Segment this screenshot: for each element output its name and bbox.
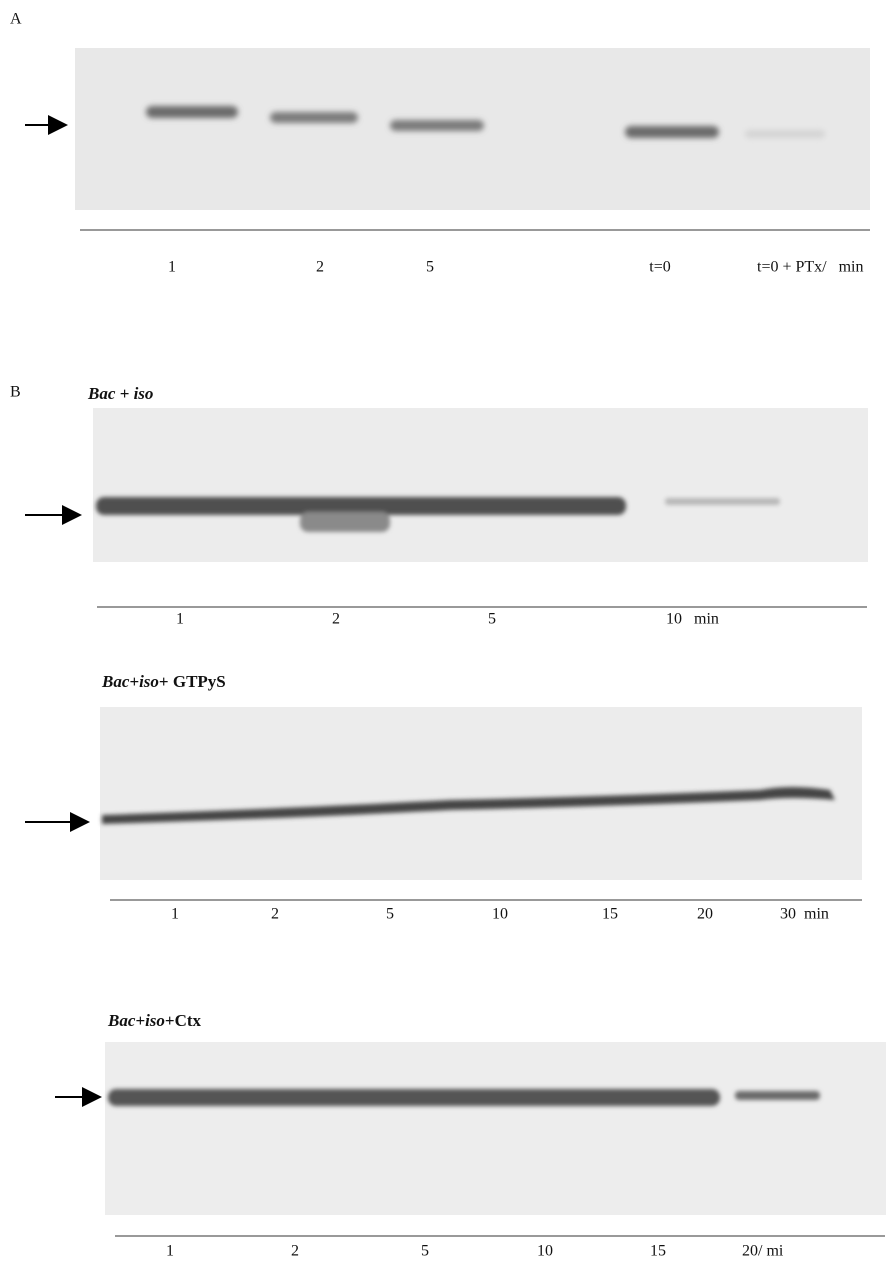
lane-label: 5 [426,259,434,276]
panel-label: B [10,384,21,401]
lane-label: 1 [168,259,176,276]
lane-label: 5 [488,611,496,628]
lane-label: 2 [291,1243,299,1260]
blot-title: Bac+iso+ GTPyS [101,672,226,691]
lane-label: 10 [492,906,508,923]
bands [96,497,780,532]
bands [146,106,825,138]
lane-label: 30 min [780,906,829,923]
bands [108,1089,820,1106]
lane-label: t=0 [649,259,670,276]
lane-label: 2 [316,259,324,276]
lane-label: 1 [171,906,179,923]
lane-label: 15 [650,1243,666,1260]
blot-title: Bac+iso+Ctx [107,1011,202,1030]
title-part: Bac + iso [87,384,153,403]
blot [93,408,868,562]
blot [105,1042,886,1215]
title-part: + GTPyS [159,672,226,691]
lane-label: 15 [602,906,618,923]
title-part: +Ctx [165,1011,202,1030]
title-part: Bac+iso [101,672,159,691]
band [102,787,835,824]
lane-label: 1 [176,611,184,628]
lane-label: 2 [332,611,340,628]
lane-label: 1 [166,1243,174,1260]
lane-label: 10 [537,1243,553,1260]
blot-title: Bac + iso [87,384,153,403]
lane-label: 20 [697,906,713,923]
panel-label: A [10,11,22,28]
lane-label: t=0 + PTx/ min [757,259,864,276]
lane-label: 5 [421,1243,429,1260]
lane-label: 20/ mi [742,1243,784,1260]
lane-label: 2 [271,906,279,923]
lane-label: 10 min [666,611,719,628]
lane-label: 5 [386,906,394,923]
title-part: Bac+iso [107,1011,165,1030]
